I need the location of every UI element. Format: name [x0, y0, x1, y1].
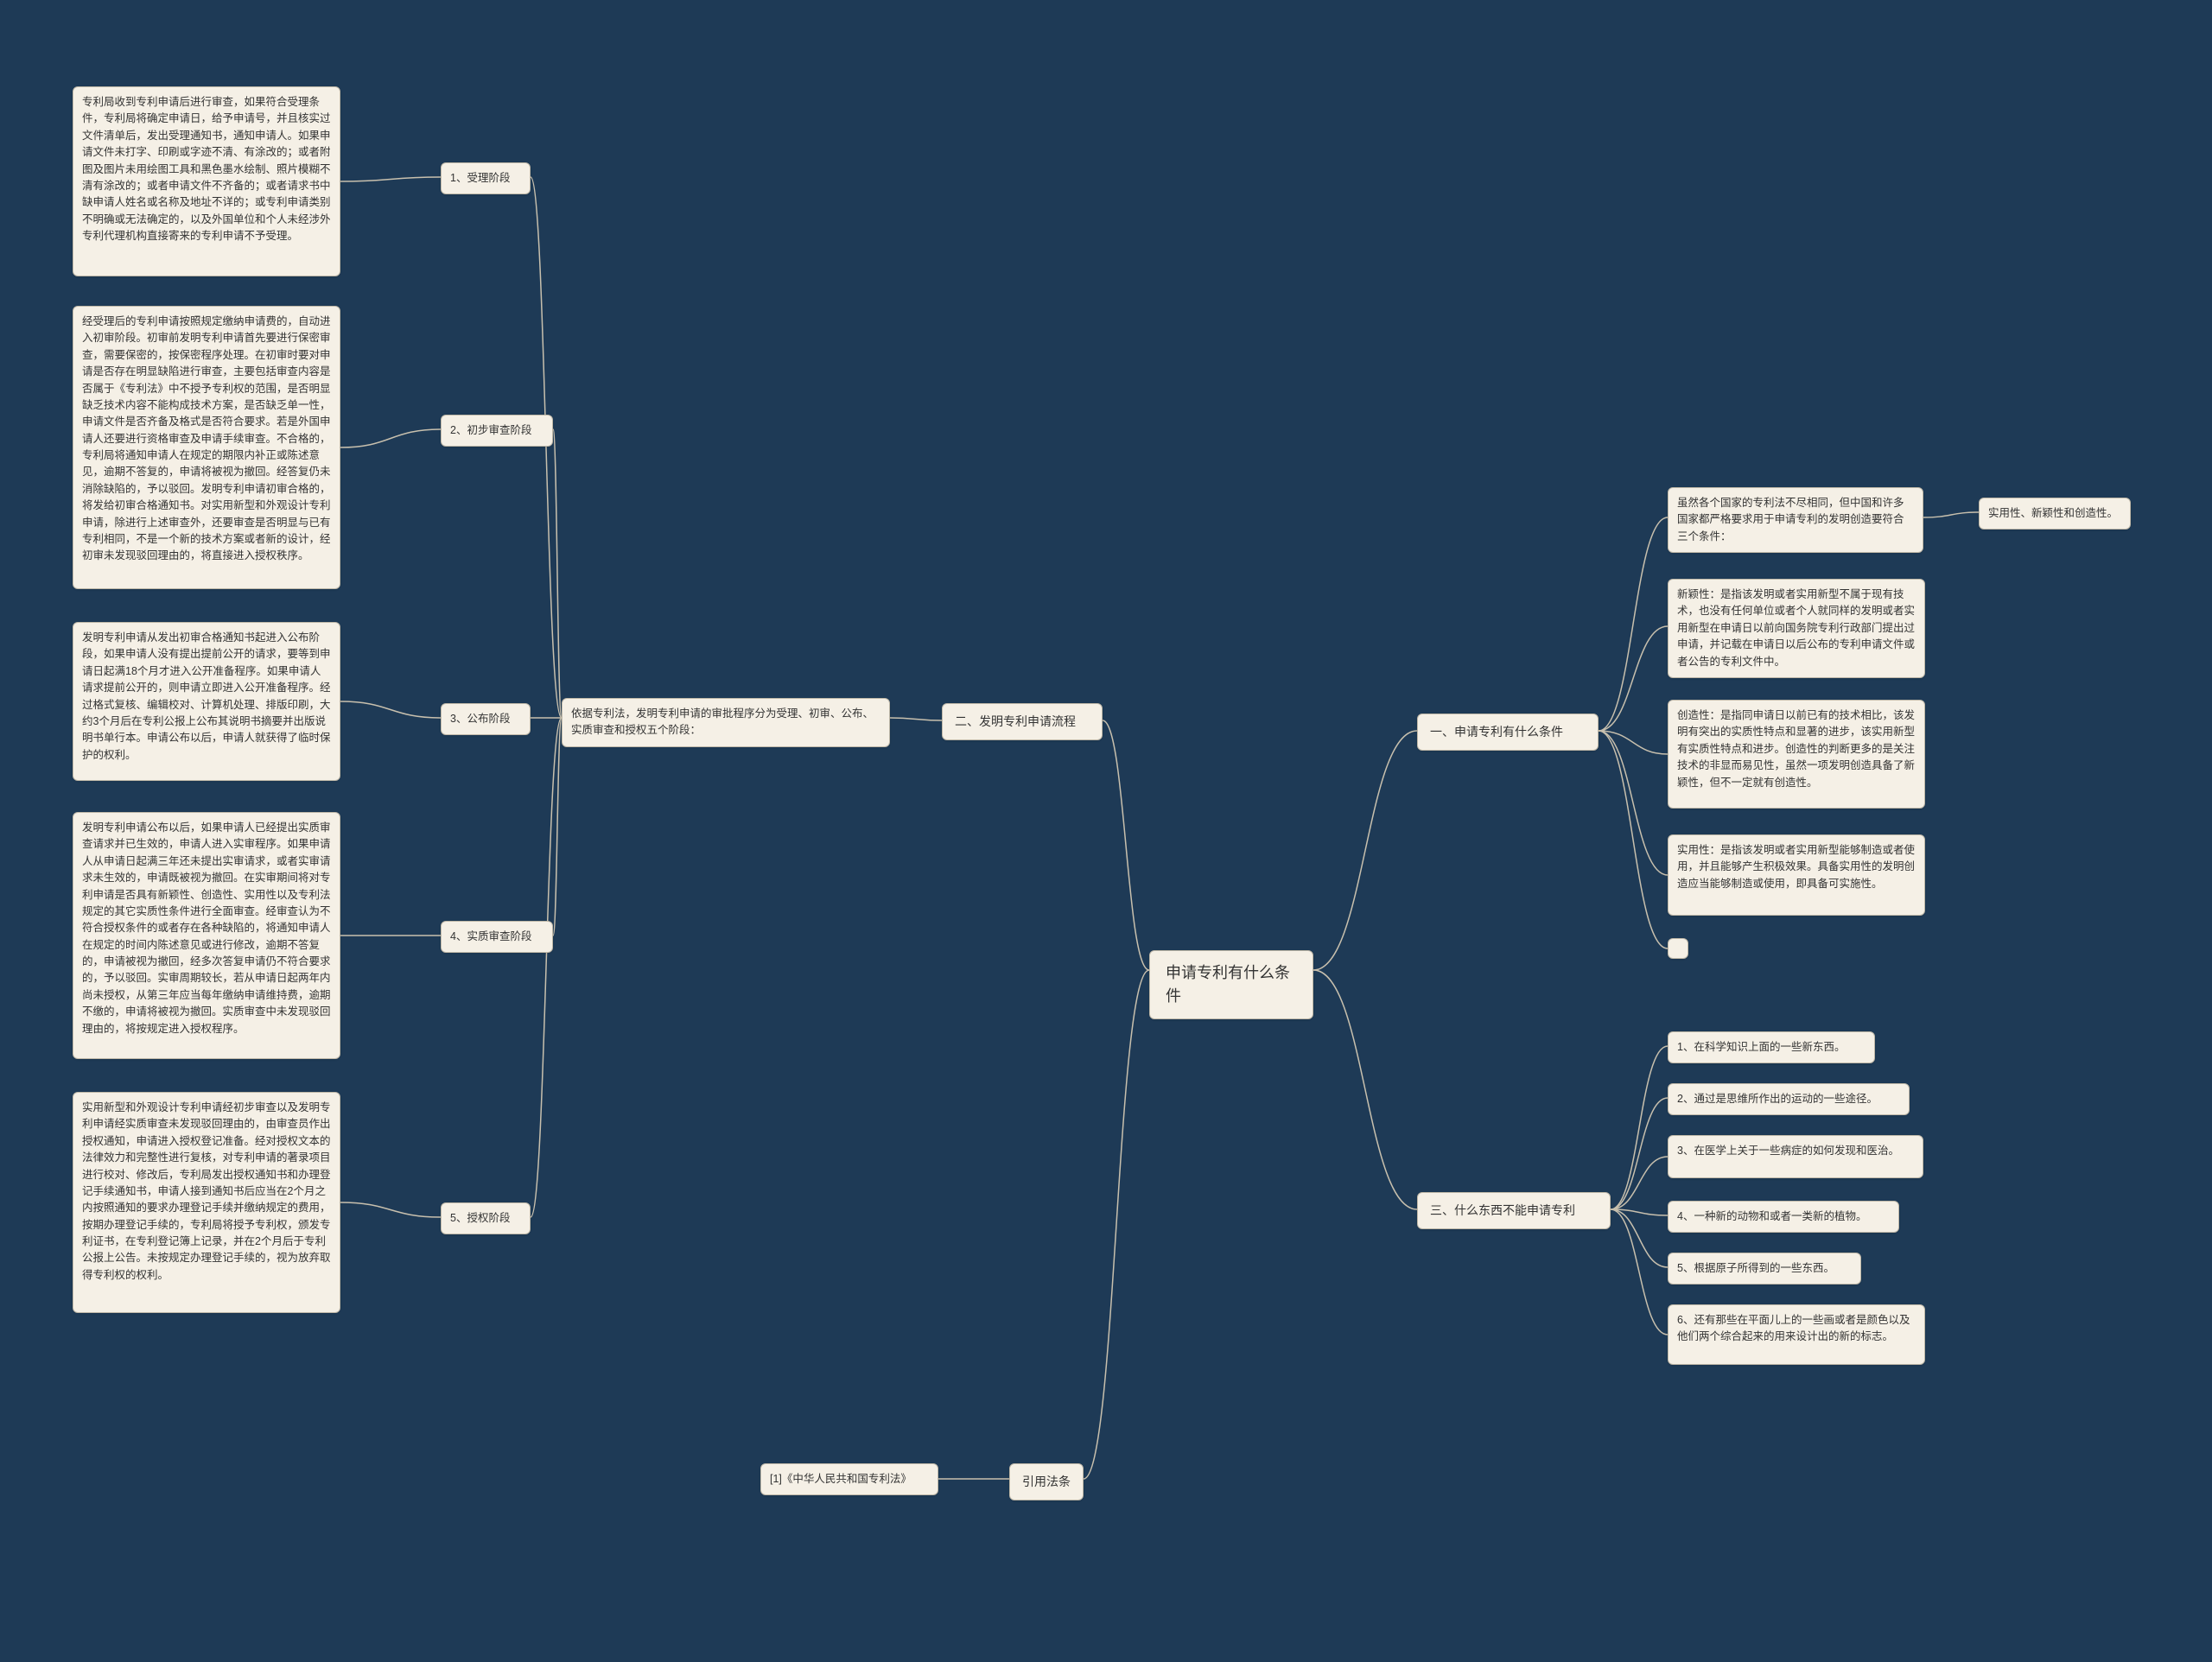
b4c1: [1]《中华人民共和国专利法》: [760, 1463, 938, 1495]
center-node: 申请专利有什么条件: [1149, 950, 1313, 1019]
b3c3: 3、在医学上关于一些病症的如何发现和医治。: [1668, 1135, 1923, 1178]
b3c1: 1、在科学知识上面的一些新东西。: [1668, 1031, 1875, 1063]
b1c1: 虽然各个国家的专利法不尽相同，但中国和许多国家都严格要求用于申请专利的发明创造要…: [1668, 487, 1923, 553]
b1c5: [1668, 938, 1688, 959]
b2c3: 3、公布阶段: [441, 703, 531, 735]
b2c1d: 专利局收到专利申请后进行审查，如果符合受理条件，专利局将确定申请日，给予申请号，…: [73, 86, 340, 276]
b1c4: 实用性：是指该发明或者实用新型能够制造或者使用，并且能够产生积极效果。具备实用性…: [1668, 834, 1925, 916]
b4: 引用法条: [1009, 1463, 1084, 1500]
b2intro: 依据专利法，发明专利申请的审批程序分为受理、初审、公布、实质审查和授权五个阶段：: [562, 698, 890, 747]
b3: 三、什么东西不能申请专利: [1417, 1192, 1611, 1229]
b1: 一、申请专利有什么条件: [1417, 714, 1599, 751]
b3c5: 5、根据原子所得到的一些东西。: [1668, 1253, 1861, 1285]
b1c3: 创造性：是指同申请日以前已有的技术相比，该发明有突出的实质性特点和显著的进步，该…: [1668, 700, 1925, 809]
b3c6: 6、还有那些在平面儿上的一些画或者是颜色以及他们两个综合起来的用来设计出的新的标…: [1668, 1304, 1925, 1365]
b2c3d: 发明专利申请从发出初审合格通知书起进入公布阶段，如果申请人没有提出提前公开的请求…: [73, 622, 340, 781]
b3c2: 2、通过是思维所作出的运动的一些途径。: [1668, 1083, 1910, 1115]
b2c4: 4、实质审查阶段: [441, 921, 553, 953]
b2c4d: 发明专利申请公布以后，如果申请人已经提出实质审查请求并已生效的，申请人进入实审程…: [73, 812, 340, 1059]
b2c1: 1、受理阶段: [441, 162, 531, 194]
b1c2: 新颖性：是指该发明或者实用新型不属于现有技术，也没有任何单位或者个人就同样的发明…: [1668, 579, 1925, 678]
b1c1a: 实用性、新颖性和创造性。: [1979, 498, 2131, 530]
b2c2d: 经受理后的专利申请按照规定缴纳申请费的，自动进入初审阶段。初审前发明专利申请首先…: [73, 306, 340, 589]
b2c5d: 实用新型和外观设计专利申请经初步审查以及发明专利申请经实质审查未发现驳回理由的，…: [73, 1092, 340, 1313]
b2c2: 2、初步审查阶段: [441, 415, 553, 447]
b2: 二、发明专利申请流程: [942, 703, 1103, 740]
b3c4: 4、一种新的动物和或者一类新的植物。: [1668, 1201, 1899, 1233]
b2c5: 5、授权阶段: [441, 1202, 531, 1234]
